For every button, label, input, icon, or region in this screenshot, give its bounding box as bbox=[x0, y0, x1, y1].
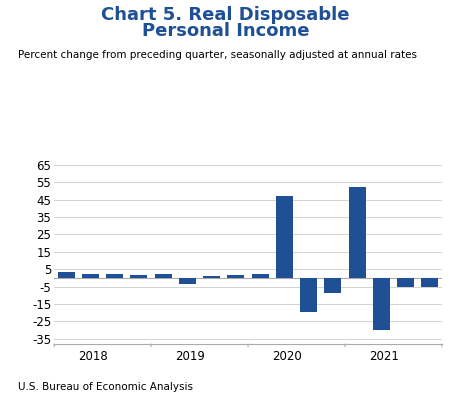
Bar bbox=[82, 274, 99, 278]
Bar bbox=[421, 278, 438, 288]
Bar bbox=[324, 278, 341, 293]
Bar bbox=[179, 278, 196, 284]
Bar bbox=[252, 274, 269, 278]
Bar bbox=[58, 272, 75, 278]
Text: 2020: 2020 bbox=[272, 350, 302, 363]
Text: Chart 5. Real Disposable: Chart 5. Real Disposable bbox=[101, 6, 350, 24]
Text: 2018: 2018 bbox=[78, 350, 108, 363]
Bar bbox=[155, 274, 172, 278]
Bar bbox=[300, 278, 317, 312]
Bar bbox=[276, 196, 293, 278]
Bar bbox=[373, 278, 390, 330]
Bar bbox=[227, 275, 244, 278]
Bar bbox=[349, 187, 366, 278]
Text: U.S. Bureau of Economic Analysis: U.S. Bureau of Economic Analysis bbox=[18, 382, 193, 392]
Bar bbox=[203, 276, 220, 278]
Text: Personal Income: Personal Income bbox=[142, 22, 309, 40]
Bar bbox=[397, 278, 414, 286]
Text: Percent change from preceding quarter, seasonally adjusted at annual rates: Percent change from preceding quarter, s… bbox=[18, 50, 417, 60]
Bar bbox=[130, 275, 147, 278]
Text: 2019: 2019 bbox=[175, 350, 205, 363]
Text: 2021: 2021 bbox=[369, 350, 399, 363]
Bar bbox=[106, 274, 123, 278]
